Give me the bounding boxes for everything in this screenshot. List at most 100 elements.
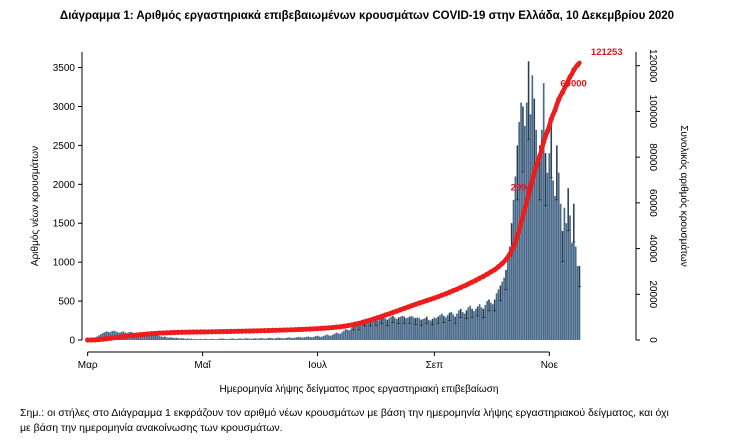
bar-day-214: [490, 302, 492, 340]
cumulative-point-day-6: [96, 336, 102, 343]
right-tick-label-60000: 60000: [647, 189, 658, 217]
cumulative-point-day-118: [307, 326, 313, 332]
bar-day-201: [465, 310, 468, 340]
bar-day-155: [378, 318, 381, 340]
bar-day-209: [480, 307, 483, 340]
bar-day-139: [348, 330, 351, 340]
bar-day-181: [427, 319, 430, 340]
bar-day-13: [111, 331, 113, 340]
bar-day-226: [512, 199, 515, 340]
bar-day-58: [196, 339, 198, 340]
bar-day-138: [346, 329, 349, 340]
bar-day-132: [335, 332, 338, 340]
cumulative-point-day-210: [480, 273, 486, 279]
annotation-60000: 60000: [560, 78, 586, 89]
bar-day-253: [563, 207, 566, 340]
cumulative-point-day-116: [303, 326, 309, 332]
cumulative-point-day-106: [284, 327, 290, 333]
bar-day-150: [369, 320, 372, 340]
cumulative-point-day-72: [220, 328, 226, 335]
bar-day-184: [433, 317, 436, 340]
bar-day-235: [529, 114, 532, 341]
bar-day-191: [446, 315, 449, 340]
bar-day-44: [169, 337, 172, 340]
bar-day-163: [393, 317, 396, 340]
bar-day-213: [488, 299, 490, 340]
bar-day-113: [299, 337, 302, 340]
left-y-ticks: 0 500 1000 1500 2000 2500 3000 3500: [53, 63, 82, 347]
cumulative-point-day-54: [186, 329, 193, 335]
left-tick-label-1500: 1500: [53, 219, 76, 230]
bar-day-261: [578, 266, 581, 340]
cumulative-point-day-26: [134, 332, 140, 338]
bar-day-158: [384, 318, 387, 340]
cumulative-point-day-8: [100, 336, 106, 342]
bar-day-188: [441, 313, 443, 340]
bar-day-189: [442, 315, 445, 340]
bar-day-249: [556, 145, 558, 340]
bar-day-247: [552, 180, 554, 340]
bar-day-109: [292, 338, 294, 340]
bar-day-131: [333, 333, 336, 340]
cumulative-point-day-110: [292, 327, 298, 333]
bar-day-233: [525, 102, 528, 340]
cumulative-point-day-214: [488, 269, 494, 275]
cumulative-point-day-220: [499, 260, 505, 267]
bar-day-133: [337, 333, 340, 340]
cumulative-point-day-228: [514, 233, 520, 239]
bar-day-178: [422, 318, 424, 340]
bar-day-207: [476, 306, 479, 340]
bar-day-162: [392, 315, 394, 340]
bar-day-82: [241, 338, 244, 340]
bar-day-46: [173, 338, 176, 340]
bar-day-115: [303, 337, 306, 340]
bar-day-193: [450, 311, 453, 340]
bar-day-219: [499, 285, 502, 340]
bar-day-239: [537, 160, 539, 340]
bar-day-76: [230, 338, 232, 340]
bar-day-205: [473, 311, 475, 340]
bar-day-167: [401, 315, 404, 340]
cumulative-point-day-108: [288, 327, 294, 333]
bar-day-78: [233, 338, 236, 340]
bar-day-9: [103, 332, 106, 340]
bar-day-206: [474, 308, 477, 340]
bar-day-7: [100, 334, 102, 340]
bar-day-56: [192, 339, 195, 340]
right-tick-label-100000: 100000: [647, 95, 658, 129]
bar-day-140: [350, 328, 353, 340]
cumulative-point-day-40: [160, 330, 166, 336]
bar-day-244: [546, 172, 549, 340]
cumulative-point-day-120: [311, 326, 317, 332]
cumulative-point-day-242: [541, 139, 547, 145]
cumulative-point-day-34: [149, 331, 155, 337]
cumulative-point-day-58: [194, 329, 200, 335]
bar-day-47: [175, 337, 178, 340]
bar-day-99: [273, 338, 276, 340]
bar-day-105: [284, 338, 287, 340]
bar-day-199: [461, 311, 464, 340]
bar-day-222: [505, 269, 507, 340]
chart-title: Διάγραμμα 1: Αριθμός εργαστηριακά επιβεβ…: [59, 10, 675, 22]
cumulative-point-day-94: [262, 328, 268, 334]
bar-day-179: [424, 318, 426, 340]
cumulative-point-day-130: [330, 324, 336, 331]
cumulative-point-day-30: [141, 331, 147, 337]
cumulative-point-day-56: [190, 329, 196, 335]
bar-day-260: [576, 266, 579, 340]
bar-day-174: [414, 318, 417, 340]
cumulative-point-day-66: [209, 329, 215, 335]
bar-day-48: [177, 338, 179, 340]
bar-day-210: [482, 308, 485, 340]
bar-day-146: [361, 321, 364, 340]
bar-day-135: [341, 332, 343, 340]
left-tick-label-3500: 3500: [53, 63, 76, 74]
bar-day-217: [495, 293, 498, 340]
bar-day-64: [207, 339, 210, 340]
bar-day-73: [224, 338, 227, 340]
bar-day-190: [444, 317, 447, 340]
cumulative-point-day-80: [235, 328, 241, 334]
bar-day-11: [107, 331, 110, 340]
cumulative-point-day-104: [281, 327, 287, 333]
bar-day-96: [267, 338, 270, 340]
